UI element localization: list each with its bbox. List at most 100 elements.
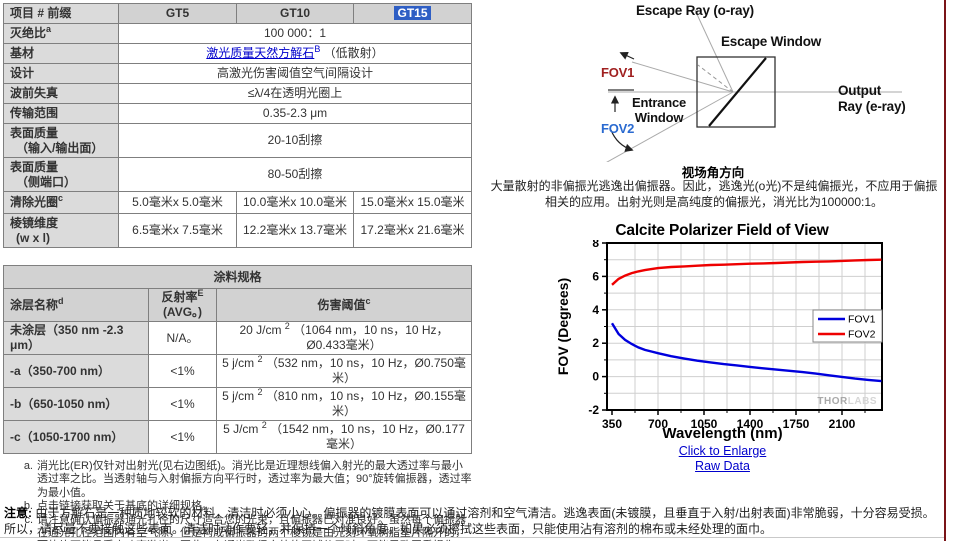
coating-name: -c（1050-1700 nm）	[3, 420, 149, 454]
exponent: 2	[261, 420, 267, 430]
fov1-ray-line	[631, 61, 734, 93]
footnote-text: 点击链接获取关于基底的详细规格。	[37, 500, 213, 513]
output-ray-label-line1: Output	[838, 83, 882, 98]
legend-label-fov2: FOV2	[848, 329, 876, 341]
row-label: 棱镜维度	[10, 215, 59, 230]
x-tick-label: 1050	[691, 417, 718, 431]
series-line-fov1	[610, 322, 882, 383]
damage-threshold-detail: （1542 nm，10 ns，10 Hz，Ø0.177毫米）	[270, 422, 465, 451]
aperture-gt15: 15.0毫米x 15.0毫米	[353, 191, 472, 214]
raw-data-link[interactable]: Raw Data	[695, 458, 750, 473]
column-header-gt10: GT10	[236, 3, 354, 24]
row-label: 设计	[3, 63, 119, 84]
fov2-ray-line	[606, 91, 734, 162]
row-label: 表面质量	[10, 159, 59, 174]
aperture-gt10: 10.0毫米x 10.0毫米	[236, 191, 354, 214]
damage-threshold-detail: （532 nm，10 ns，10 Hz，Ø0.750毫米）	[265, 356, 466, 385]
table-row: 清除光圈c 5.0毫米x 5.0毫米 10.0毫米x 10.0毫米 15.0毫米…	[3, 191, 472, 214]
damage-threshold-detail: （1064 nm，10 ns，10 Hz，Ø0.433毫米）	[293, 323, 449, 352]
click-to-enlarge-link[interactable]: Click to Enlarge	[678, 444, 767, 458]
caution-text: 由于方解石是一种质地较软的材料，清洁时必须小心。偏振器的镀膜表面可以通过溶剂和空…	[4, 506, 935, 536]
table-row: -c（1050-1700 nm） <1% 5 J/cm 2 （1542 nm，1…	[3, 420, 473, 454]
y-tick-label: -2	[588, 403, 599, 417]
footnote-a: a. 消光比(ER)仅针对出射光(见右边图纸)。消光比是近理想线偏入射光的最大透过…	[20, 460, 472, 500]
coating-table: 涂料规格 涂层名称d 反射率E (AVG。) 伤害阈值c 未涂层（350 nm -…	[2, 265, 473, 454]
coating-reflectance: <1%	[148, 387, 217, 421]
coating-col3-header: 伤害阈值	[317, 297, 366, 312]
coating-reflectance: <1%	[148, 420, 217, 454]
footnote-marker: B	[314, 44, 321, 54]
table-row: 灭绝比a 100 000：1	[3, 23, 472, 44]
range-value: 0.35-2.3 μm	[118, 103, 472, 124]
chart-x-axis-label: Wavelength (nm)	[662, 425, 783, 442]
escape-ray-label: Escape Ray (o-ray)	[636, 3, 754, 18]
exponent: 2	[284, 321, 290, 331]
surface-io-value: 20-10刮擦	[118, 123, 472, 158]
table-row: 未涂层（350 nm -2.3 μm） N/A。 20 J/cm 2 （1064…	[3, 321, 473, 355]
entrance-window-label-line1: Entrance	[632, 95, 686, 110]
table-row: -b（650-1050 nm） <1% 5 j/cm 2 （810 nm，10 …	[3, 387, 473, 421]
row-sublabel: （输入/输出面）	[16, 140, 104, 155]
row-sublabel: (w x l)	[16, 230, 51, 245]
selected-item-highlight[interactable]: GT15	[394, 6, 431, 20]
fov1-label: FOV1	[601, 65, 634, 80]
table-row: 传输范围 0.35-2.3 μm	[3, 103, 472, 124]
column-header-gt5: GT5	[118, 3, 237, 24]
y-tick-label: 4	[592, 303, 599, 317]
table-row: 设计 高激光伤害阈值空气间隔设计	[3, 63, 472, 84]
fov2-label: FOV2	[601, 121, 634, 136]
table-row: 波前失真 ≤λ/4在透明光圈上	[3, 83, 472, 104]
damage-threshold: 5 j/cm	[222, 356, 255, 370]
footnote-b: b. 点击链接获取关于基底的详细规格。	[20, 500, 472, 513]
thorlabs-watermark: THORLABS	[817, 396, 877, 407]
fov2-angle-arc	[610, 129, 634, 152]
wavefront-value: ≤λ/4在透明光圈上	[118, 83, 472, 104]
exponent: 2	[257, 387, 263, 397]
surface-side-value: 80-50刮擦	[118, 157, 472, 192]
table-row: 项目 # 前缀 GT5 GT10 GT15	[3, 3, 472, 24]
prism-gt5: 6.5毫米x 7.5毫米	[118, 213, 237, 248]
footnote-marker: a	[46, 24, 52, 34]
row-label: 表面质量	[10, 125, 59, 140]
table-row: 涂层名称d 反射率E (AVG。) 伤害阈值c	[3, 288, 473, 322]
table-row: -a（350-700 nm） <1% 5 j/cm 2 （532 nm，10 n…	[3, 354, 473, 388]
footnote-marker: c	[58, 193, 64, 203]
coating-reflectance: <1%	[148, 354, 217, 388]
row-label: 灭绝比	[10, 26, 47, 40]
coating-col2-subheader: (AVG。)	[162, 305, 203, 319]
x-tick-label: 700	[648, 417, 668, 431]
right-border-line	[944, 0, 946, 541]
y-tick-label: 8	[592, 240, 599, 250]
row-label: 波前失真	[3, 83, 119, 104]
escape-ray-line	[694, 9, 734, 93]
coating-col1-header: 涂层名称	[10, 297, 59, 312]
damage-threshold-detail: （810 nm，10 ns，10 Hz，Ø0.155毫米）	[265, 389, 466, 418]
escape-window-label: Escape Window	[721, 34, 822, 49]
y-tick-label: 0	[592, 370, 599, 384]
output-ray-label-line2: Ray (e-ray)	[838, 99, 906, 114]
caution-note: 注意: 由于方解石是一种质地较软的材料，清洁时必须小心。偏振器的镀膜表面可以通过…	[4, 506, 938, 537]
prism-gt10: 12.2毫米x 13.7毫米	[236, 213, 354, 248]
corner-label: 项目 # 前缀	[3, 3, 119, 24]
spec-table: 项目 # 前缀 GT5 GT10 GT15 灭绝比a 100 000：1 基材 …	[3, 3, 472, 248]
internal-dashed-ray	[697, 64, 734, 93]
substrate-link[interactable]: 激光质量天然方解石	[206, 46, 315, 60]
x-tick-label: 2100	[829, 417, 856, 431]
column-header-gt15: GT15	[353, 3, 472, 24]
chart-title: Calcite Polarizer Field of View	[615, 222, 829, 239]
footnote-marker: E	[197, 288, 204, 298]
table-row: 表面质量 （侧端口） 80-50刮擦	[3, 157, 472, 192]
row-label: 清除光圈	[10, 195, 59, 209]
fov-diagram: Escape Ray (o-ray) Escape Window FOV1 En…	[601, 3, 906, 162]
row-sublabel: （侧端口）	[16, 174, 77, 189]
figures-column: Escape Ray (o-ray) Escape Window FOV1 En…	[482, 0, 944, 505]
legend-label-fov1: FOV1	[848, 314, 876, 326]
y-tick-label: 6	[592, 269, 599, 283]
caution-label: 注意:	[4, 506, 32, 520]
prism-interface-line	[708, 57, 767, 127]
row-label: 传输范围	[3, 103, 119, 124]
legend-box	[812, 309, 883, 343]
damage-threshold: 5 j/cm	[222, 389, 255, 403]
footnote-marker: c	[365, 295, 371, 306]
